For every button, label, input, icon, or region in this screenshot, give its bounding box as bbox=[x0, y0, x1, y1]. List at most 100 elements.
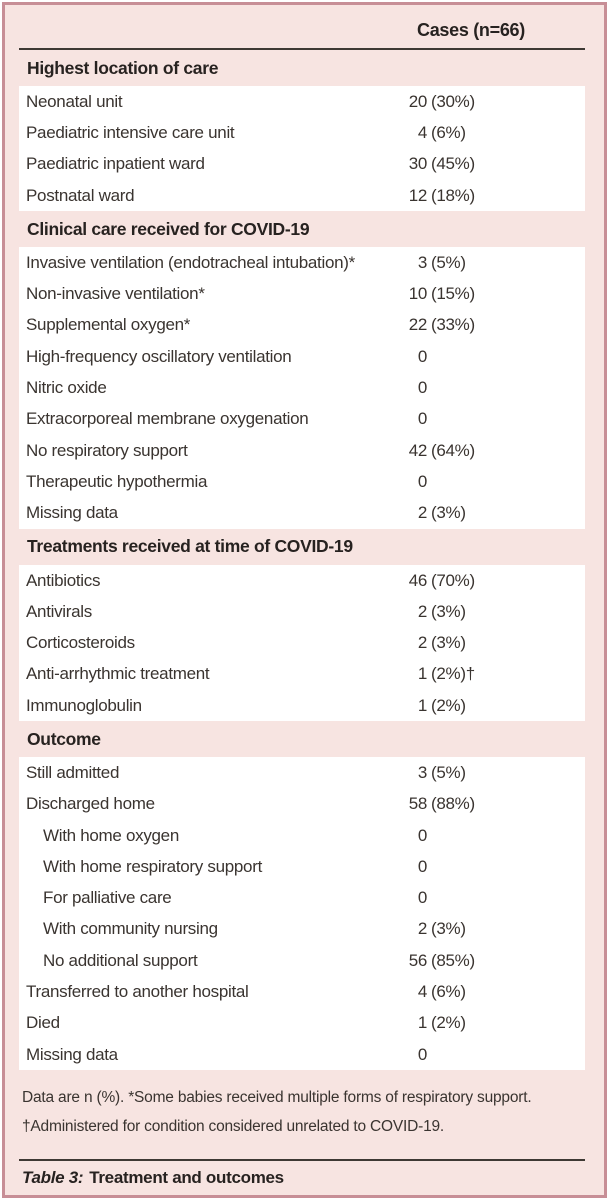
row-label: Non-invasive ventilation* bbox=[26, 284, 205, 304]
table-row: For palliative care 0 bbox=[19, 883, 585, 914]
row-value: 2 (3%) bbox=[403, 919, 579, 939]
header-divider bbox=[19, 48, 585, 50]
row-percent: (15%) bbox=[431, 284, 475, 304]
row-value: 2 (3%) bbox=[403, 503, 579, 523]
row-value: 58 (88%) bbox=[403, 794, 579, 814]
table-row: Missing data 0 bbox=[19, 1039, 585, 1070]
row-percent: (6%) bbox=[431, 982, 466, 1002]
row-count: 22 bbox=[408, 315, 428, 335]
row-count: 3 bbox=[417, 762, 427, 782]
row-label: Transferred to another hospital bbox=[26, 982, 249, 1002]
table-sections: Highest location of care Neonatal unit 2… bbox=[19, 50, 585, 1071]
row-label: Corticosteroids bbox=[26, 633, 135, 653]
row-count: 1 bbox=[417, 1013, 427, 1033]
row-count: 3 bbox=[417, 252, 427, 272]
row-count: 20 bbox=[408, 91, 428, 111]
table-row: Anti-arrhythmic treatment 1 (2%)† bbox=[19, 659, 585, 690]
row-label: Missing data bbox=[26, 503, 118, 523]
table-row: With home respiratory support 0 bbox=[19, 851, 585, 882]
table-row: Died 1 (2%) bbox=[19, 1008, 585, 1039]
table-row: High-frequency oscillatory ventilation 0 bbox=[19, 341, 585, 372]
row-percent: (3%) bbox=[431, 633, 466, 653]
row-percent: (2%)† bbox=[431, 664, 475, 684]
table-section: Treatments received at time of COVID-19 … bbox=[19, 529, 585, 722]
row-percent: (88%) bbox=[431, 794, 475, 814]
table-section: Highest location of care Neonatal unit 2… bbox=[19, 50, 585, 212]
table-row: Extracorporeal membrane oxygenation 0 bbox=[19, 404, 585, 435]
row-label: Missing data bbox=[26, 1044, 118, 1064]
row-value: 4 (6%) bbox=[403, 123, 579, 143]
row-label: With home oxygen bbox=[43, 825, 179, 845]
row-label: Extracorporeal membrane oxygenation bbox=[26, 409, 309, 429]
table-row: Discharged home 58 (88%) bbox=[19, 789, 585, 820]
row-value: 10 (15%) bbox=[403, 284, 579, 304]
row-percent: (3%) bbox=[431, 601, 466, 621]
row-value: 22 (33%) bbox=[403, 315, 579, 335]
table-row: No respiratory support 42 (64%) bbox=[19, 435, 585, 466]
footnote-line: †Administered for condition considered u… bbox=[22, 1118, 445, 1136]
row-count: 42 bbox=[408, 440, 428, 460]
row-percent: (6%) bbox=[431, 122, 466, 142]
row-value: 0 bbox=[403, 1045, 579, 1065]
row-count: 0 bbox=[417, 471, 427, 491]
row-label: Still admitted bbox=[26, 762, 120, 782]
row-percent: (64%) bbox=[431, 440, 475, 460]
table-row: No additional support 56 (85%) bbox=[19, 945, 585, 976]
row-value: 56 (85%) bbox=[403, 951, 579, 971]
row-percent: (5%) bbox=[431, 762, 466, 782]
row-label: Neonatal unit bbox=[26, 91, 123, 111]
row-count: 2 bbox=[417, 633, 427, 653]
row-count: 1 bbox=[417, 695, 427, 715]
row-count: 0 bbox=[417, 856, 427, 876]
row-label: Supplemental oxygen* bbox=[26, 315, 191, 335]
row-value: 1 (2%) bbox=[403, 696, 579, 716]
table-row: Antibiotics 46 (70%) bbox=[19, 565, 585, 596]
row-value: 2 (3%) bbox=[403, 602, 579, 622]
row-value: 0 bbox=[403, 826, 579, 846]
row-percent: (33%) bbox=[431, 315, 475, 335]
row-value: 0 bbox=[403, 409, 579, 429]
row-percent: (2%) bbox=[431, 695, 466, 715]
table-row: Paediatric intensive care unit 4 (6%) bbox=[19, 117, 585, 148]
row-count: 12 bbox=[408, 185, 428, 205]
row-count: 56 bbox=[408, 950, 428, 970]
row-percent: (3%) bbox=[431, 919, 466, 939]
table-row: Nitric oxide 0 bbox=[19, 372, 585, 403]
table-caption: Table 3: Treatment and outcomes bbox=[19, 1161, 585, 1195]
row-value: 3 (5%) bbox=[403, 253, 579, 273]
row-label: Antivirals bbox=[26, 601, 92, 621]
row-value: 42 (64%) bbox=[403, 441, 579, 461]
row-percent: (18%) bbox=[431, 185, 475, 205]
section-header: Highest location of care bbox=[27, 57, 219, 78]
row-label: With community nursing bbox=[43, 919, 218, 939]
row-value: 12 (18%) bbox=[403, 186, 579, 206]
row-count: 2 bbox=[417, 601, 427, 621]
table-row: With community nursing 2 (3%) bbox=[19, 914, 585, 945]
row-value: 4 (6%) bbox=[403, 982, 579, 1002]
table-row: Non-invasive ventilation* 10 (15%) bbox=[19, 278, 585, 309]
row-percent: (3%) bbox=[431, 503, 466, 523]
row-label: Nitric oxide bbox=[26, 378, 107, 398]
row-value: 0 bbox=[403, 857, 579, 877]
table-row: Transferred to another hospital 4 (6%) bbox=[19, 976, 585, 1007]
row-percent: (5%) bbox=[431, 252, 466, 272]
table-row: Therapeutic hypothermia 0 bbox=[19, 466, 585, 497]
caption-label: Table 3: bbox=[22, 1168, 84, 1187]
row-label: For palliative care bbox=[43, 888, 172, 908]
row-count: 2 bbox=[417, 503, 427, 523]
table-row: Neonatal unit 20 (30%) bbox=[19, 86, 585, 117]
row-label: High-frequency oscillatory ventilation bbox=[26, 346, 292, 366]
row-value: 46 (70%) bbox=[403, 571, 579, 591]
row-label: Died bbox=[26, 1013, 60, 1033]
row-percent: (85%) bbox=[431, 950, 475, 970]
row-value: 2 (3%) bbox=[403, 633, 579, 653]
row-count: 30 bbox=[408, 154, 428, 174]
section-rows: Neonatal unit 20 (30%) Paediatric intens… bbox=[19, 86, 585, 212]
footnote-line: Data are n (%). *Some babies received mu… bbox=[22, 1089, 532, 1107]
section-rows: Invasive ventilation (endotracheal intub… bbox=[19, 247, 585, 529]
row-percent: (70%) bbox=[431, 570, 475, 590]
row-count: 0 bbox=[417, 346, 427, 366]
section-header: Treatments received at time of COVID-19 bbox=[27, 536, 353, 557]
row-count: 0 bbox=[417, 825, 427, 845]
